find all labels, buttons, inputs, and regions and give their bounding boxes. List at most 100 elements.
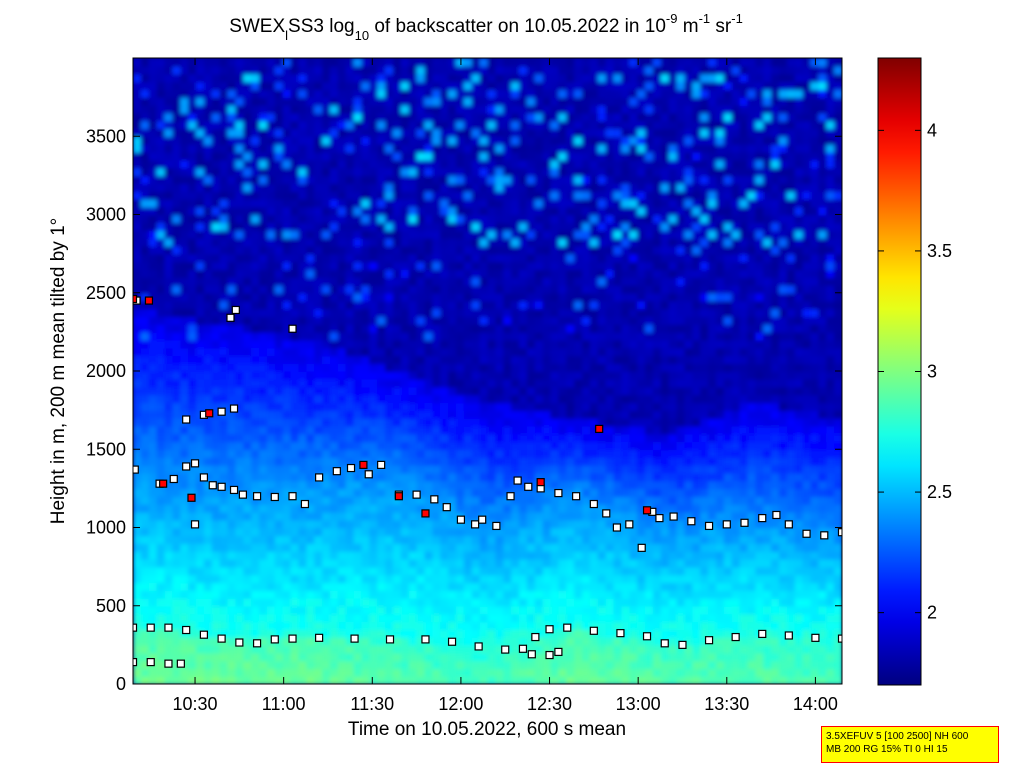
heatmap-cell <box>582 433 591 443</box>
heatmap-cell <box>503 151 512 161</box>
heatmap-cell <box>440 605 449 615</box>
heatmap-cell <box>566 159 575 169</box>
heatmap-cell <box>196 621 205 631</box>
heatmap-cell <box>589 676 599 684</box>
heatmap-cell <box>503 425 512 435</box>
heatmap-cell <box>148 144 158 153</box>
heatmap-cell <box>164 237 174 247</box>
heatmap-cell <box>597 159 607 169</box>
heatmap-cell <box>306 668 315 677</box>
heatmap-cell <box>282 371 292 380</box>
heatmap-cell <box>526 347 536 357</box>
heatmap-cell <box>566 574 575 584</box>
heatmap-cell <box>266 308 276 318</box>
heatmap-cell <box>369 316 379 325</box>
heatmap-cell <box>148 206 158 216</box>
heatmap-cell <box>369 417 379 427</box>
heatmap-cell <box>377 151 386 161</box>
heatmap-cell <box>180 198 189 208</box>
heatmap-cell <box>574 652 583 662</box>
heatmap-cell <box>322 668 331 677</box>
heatmap-cell <box>408 621 418 631</box>
heatmap-cell <box>385 89 394 98</box>
heatmap-cell <box>566 339 575 349</box>
heatmap-cell <box>479 386 489 396</box>
heatmap-cell <box>550 214 560 224</box>
heatmap-cell <box>503 519 512 529</box>
heatmap-cell <box>306 191 315 200</box>
heatmap-cell <box>534 206 544 216</box>
heatmap-cell <box>322 136 331 145</box>
heatmap-cell <box>164 527 174 537</box>
heatmap-cell <box>503 605 512 615</box>
heatmap-cell <box>605 81 615 91</box>
heatmap-cell <box>361 394 371 404</box>
heatmap-cell <box>172 284 182 294</box>
heatmap-cell <box>613 245 623 255</box>
heatmap-cell <box>282 120 292 130</box>
heatmap-cell <box>432 73 442 83</box>
heatmap-cell <box>314 269 323 278</box>
heatmap-cell <box>329 629 339 638</box>
heatmap-cell <box>329 644 339 654</box>
heatmap-cell <box>424 621 434 631</box>
heatmap-cell <box>511 58 520 67</box>
heatmap-cell <box>196 371 205 380</box>
heatmap-cell <box>369 292 379 302</box>
heatmap-cell <box>251 371 260 380</box>
heatmap-cell <box>164 480 174 490</box>
heatmap-cell <box>329 457 339 466</box>
heatmap-cell <box>621 543 631 552</box>
heatmap-cell <box>266 144 276 153</box>
heatmap-cell <box>471 676 481 684</box>
heatmap-cell <box>329 441 339 451</box>
heatmap-cell <box>133 58 142 67</box>
heatmap-cell <box>463 324 473 333</box>
heatmap-cell <box>322 58 331 67</box>
heatmap-cell <box>140 605 150 615</box>
heatmap-cell <box>416 496 426 505</box>
heatmap-cell <box>455 629 465 638</box>
heatmap-cell <box>148 472 158 482</box>
heatmap-cell <box>282 136 292 145</box>
heatmap-cell <box>487 535 497 544</box>
heatmap-cell <box>345 191 355 200</box>
heatmap-cell <box>266 535 276 544</box>
heatmap-cell <box>164 386 174 396</box>
heatmap-cell <box>314 597 323 607</box>
heatmap-cell <box>424 151 434 161</box>
heatmap-cell <box>463 253 473 263</box>
heatmap-cell <box>582 167 591 177</box>
heatmap-cell <box>416 81 426 91</box>
heatmap-cell <box>471 417 481 427</box>
heatmap-cell <box>605 136 615 145</box>
heatmap-cell <box>219 339 229 349</box>
heatmap-cell <box>164 300 174 310</box>
heatmap-cell <box>298 402 308 411</box>
heatmap-cell <box>526 230 536 239</box>
heatmap-cell <box>408 417 418 427</box>
heatmap-cell <box>369 605 379 615</box>
heatmap-cell <box>566 277 575 286</box>
heatmap-cell <box>519 558 528 568</box>
heatmap-cell <box>542 613 552 623</box>
heatmap-cell <box>353 574 363 584</box>
heatmap-cell <box>440 629 449 638</box>
heatmap-cell <box>353 151 363 161</box>
heatmap-cell <box>172 410 182 419</box>
heatmap-cell <box>448 206 457 216</box>
heatmap-cell <box>440 449 449 458</box>
heatmap-cell <box>369 324 379 333</box>
heatmap-cell <box>392 339 402 349</box>
heatmap-cell <box>526 660 536 670</box>
heatmap-cell <box>314 480 323 490</box>
heatmap-cell <box>440 527 449 537</box>
heatmap-cell <box>282 621 292 631</box>
heatmap-cell <box>290 402 300 411</box>
heatmap-cell <box>519 151 528 161</box>
heatmap-cell <box>369 183 379 192</box>
heatmap-cell <box>345 292 355 302</box>
heatmap-cell <box>558 331 568 341</box>
heatmap-cell <box>203 151 213 161</box>
heatmap-cell <box>495 582 505 591</box>
